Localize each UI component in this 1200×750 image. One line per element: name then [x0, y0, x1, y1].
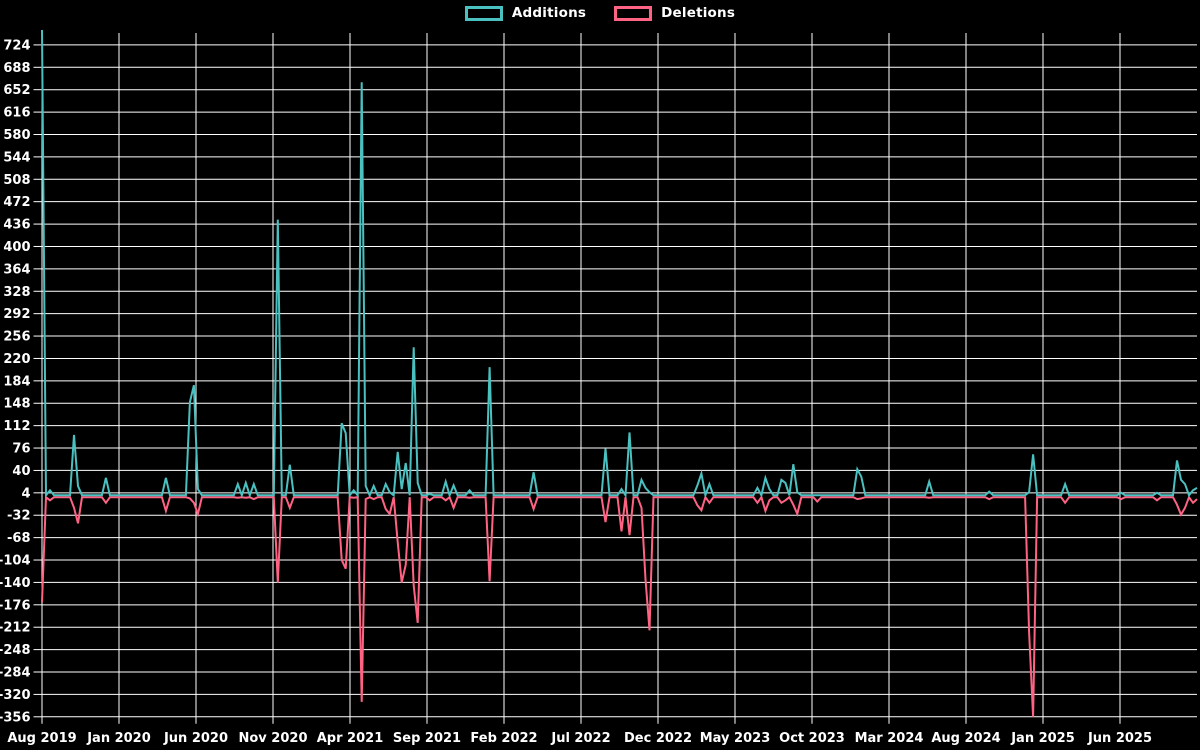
y-tick-label: 580 — [3, 128, 30, 143]
y-tick-label: 508 — [3, 173, 30, 188]
x-tick-label: Feb 2022 — [470, 731, 537, 746]
y-tick-label: -104 — [0, 554, 31, 569]
x-tick-label: Sep 2021 — [393, 731, 461, 746]
y-tick-label: 688 — [3, 61, 30, 76]
y-tick-label: 472 — [3, 195, 30, 210]
y-tick-label: 292 — [3, 307, 30, 322]
y-tick-label: -32 — [7, 509, 31, 524]
x-tick-label: Apr 2021 — [317, 731, 384, 746]
y-tick-label: 220 — [3, 352, 30, 367]
x-tick-label: Nov 2020 — [239, 731, 308, 746]
chart-legend: Additions Deletions — [0, 5, 1200, 21]
x-tick-label: Jun 2020 — [163, 731, 228, 746]
y-tick-label: -176 — [0, 598, 31, 613]
additions-swatch-icon — [464, 5, 503, 21]
deletions-swatch-icon — [614, 5, 653, 21]
x-tick-label: Mar 2024 — [855, 731, 924, 746]
x-tick-label: Oct 2023 — [779, 731, 845, 746]
x-tick-label: May 2023 — [700, 731, 771, 746]
additions-legend-label: Additions — [511, 5, 587, 21]
y-tick-label: -284 — [0, 666, 31, 681]
x-tick-label: Jun 2025 — [1087, 731, 1152, 746]
x-tick-label: Dec 2022 — [624, 731, 692, 746]
y-tick-label: -248 — [0, 643, 31, 658]
legend-item-additions[interactable]: Additions — [464, 5, 587, 21]
y-tick-label: 148 — [3, 397, 30, 412]
y-tick-label: -356 — [0, 710, 31, 725]
x-tick-label: Jan 2025 — [1010, 731, 1075, 746]
y-tick-label: 724 — [3, 38, 30, 53]
y-tick-label: 616 — [3, 106, 30, 121]
y-tick-label: -140 — [0, 576, 31, 591]
x-tick-label: Aug 2019 — [7, 731, 76, 746]
y-tick-label: 76 — [12, 442, 30, 457]
deletions-line — [41, 494, 1198, 717]
y-tick-label: 4 — [21, 486, 30, 501]
x-tick-label: Jul 2022 — [550, 731, 610, 746]
x-tick-label: Aug 2024 — [931, 731, 1000, 746]
y-tick-label: 328 — [3, 285, 30, 300]
y-tick-label: 40 — [12, 464, 30, 479]
legend-item-deletions[interactable]: Deletions — [614, 5, 735, 21]
y-tick-label: -68 — [7, 531, 31, 546]
y-tick-label: 184 — [3, 374, 30, 389]
y-tick-label: 400 — [3, 240, 30, 255]
deletions-legend-label: Deletions — [661, 5, 736, 21]
y-tick-label: 112 — [3, 419, 30, 434]
y-tick-label: 436 — [3, 218, 30, 233]
y-tick-label: 364 — [3, 262, 30, 277]
y-tick-label: -212 — [0, 621, 31, 636]
y-tick-label: -320 — [0, 688, 31, 703]
x-tick-label: Jan 2020 — [86, 731, 151, 746]
y-tick-label: 256 — [3, 330, 30, 345]
y-tick-label: 652 — [3, 83, 30, 98]
additions-line — [41, 29, 1198, 500]
y-tick-label: 544 — [3, 150, 30, 165]
